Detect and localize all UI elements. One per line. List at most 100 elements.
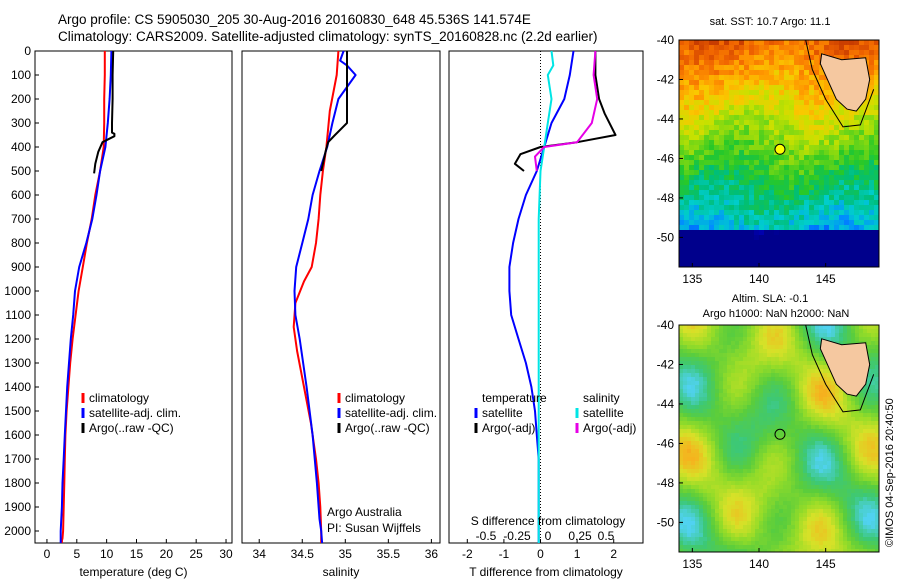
depth-label: 1100 — [5, 308, 31, 322]
diff-sal-legend-label: satellite — [583, 406, 624, 420]
credit-label: ©IMOS 04-Sep-2016 20:40:50 — [884, 398, 896, 547]
difference-series-2 — [537, 50, 555, 543]
depth-label: 1200 — [4, 332, 31, 346]
salinity-xlabel: salinity — [323, 565, 360, 579]
sst_map-ytick-label: -50 — [657, 230, 675, 244]
sst_map-frame — [678, 39, 880, 268]
sla_map-xtick-label: 135 — [682, 557, 702, 571]
depth-label: 800 — [11, 236, 31, 250]
salinity-legend-label: climatology — [345, 391, 405, 405]
temperature-legend-label: climatology — [89, 391, 149, 405]
salinity-legend-label: Argo(..raw -QC) — [345, 421, 430, 435]
temperature-xtick-label: 15 — [130, 547, 144, 561]
header-line-1: Argo profile: CS 5905030_205 30-Aug-2016… — [58, 12, 531, 27]
sla_map-ytick-label: -44 — [657, 397, 675, 411]
sst_map-raster — [679, 40, 879, 267]
salinity-series-1 — [293, 50, 357, 544]
sla_map-xtick-label: 140 — [749, 557, 769, 571]
difference-xtick-label: 1 — [574, 547, 581, 561]
temperature-frame — [34, 50, 233, 544]
sst_map-ytick-label: -48 — [657, 191, 675, 205]
sst_map-ytick-label: -46 — [657, 151, 675, 165]
temperature-xtick-label: 0 — [44, 547, 51, 561]
sst_map-land — [819, 53, 871, 112]
difference-top-label: S difference from climatology — [471, 514, 626, 528]
salinity-diff-tick-label: -0.5 — [476, 529, 497, 543]
salinity-xtick-label: 36 — [425, 547, 439, 561]
sla_map-ytick-label: -50 — [657, 515, 675, 529]
sst_map-ytick-label: -40 — [657, 33, 675, 47]
temperature-xtick-label: 10 — [100, 547, 114, 561]
difference-frame — [448, 50, 644, 544]
annotation-argo-australia: Argo Australia — [327, 505, 402, 519]
sst_map-xtick-label: 140 — [749, 272, 769, 286]
sla_map-ytick-label: -46 — [657, 436, 675, 450]
sla_map-ytick-label: -40 — [657, 318, 675, 332]
sst-map-title: sat. SST: 10.7 Argo: 11.1 — [710, 16, 831, 28]
depth-label: 100 — [11, 68, 31, 82]
sla_map-frame — [678, 324, 880, 553]
salinity-diff-tick-label: 0 — [545, 529, 552, 543]
salinity-xtick-label: 35.5 — [377, 547, 401, 561]
legend-group-temperature: temperature — [482, 391, 547, 405]
temperature-legend-label: satellite-adj. clim. — [89, 406, 181, 420]
salinity-series-2 — [320, 51, 348, 172]
sla_map-ytick-label: -42 — [657, 357, 675, 371]
annotation-pi: PI: Susan Wijffels — [327, 521, 421, 535]
depth-label: 200 — [11, 92, 31, 106]
difference-xtick-label: 0 — [537, 547, 544, 561]
sla_map-ytick-label: -48 — [657, 476, 675, 490]
diff-temp-legend-label: satellite — [482, 406, 523, 420]
temperature-xtick-label: 5 — [73, 547, 80, 561]
salinity-diff-tick-label: -0.25 — [503, 529, 531, 543]
sla-map-title: Altim. SLA: -0.1 — [732, 293, 808, 305]
sst_map-argo-marker — [774, 143, 786, 155]
sst_map-ytick-label: -42 — [657, 72, 675, 86]
difference-series-1 — [513, 51, 617, 172]
header-line-2: Climatology: CARS2009. Satellite-adjuste… — [58, 29, 598, 44]
sst_map-ytick-label: -44 — [657, 112, 675, 126]
temperature-series-0 — [60, 51, 106, 543]
depth-label: 1400 — [4, 380, 31, 394]
difference-xtick-label: -1 — [499, 547, 510, 561]
depth-label: 1500 — [4, 404, 31, 418]
depth-label: 1900 — [4, 500, 31, 514]
diff-temp-legend-label: Argo(-adj) — [482, 421, 535, 435]
depth-label: 300 — [11, 116, 31, 130]
difference-series-0 — [508, 50, 575, 543]
difference-xlabel: T difference from climatology — [469, 565, 623, 579]
depth-label: 600 — [11, 188, 31, 202]
salinity-legend-label: satellite-adj. clim. — [345, 406, 437, 420]
depth-label: 2000 — [4, 524, 31, 538]
sst_map-contour — [805, 40, 875, 128]
salinity-xtick-label: 35 — [339, 547, 353, 561]
depth-label: 900 — [11, 260, 31, 274]
sla-map-subtitle: Argo h1000: NaN h2000: NaN — [703, 308, 850, 320]
temperature-xlabel: temperature (deg C) — [79, 565, 187, 579]
temperature-series-1 — [59, 50, 113, 543]
sla_map-land — [819, 338, 871, 397]
sla_map-raster — [679, 325, 879, 552]
difference-xtick-label: -2 — [462, 547, 473, 561]
depth-label: 400 — [11, 140, 31, 154]
salinity-xtick-label: 34 — [253, 547, 267, 561]
temperature-series-2 — [93, 50, 116, 174]
salinity-diff-tick-label: 0.25 — [568, 529, 592, 543]
sla_map-argo-marker — [774, 428, 786, 440]
depth-label: 1600 — [4, 428, 31, 442]
depth-label: 0 — [24, 44, 31, 58]
diff-sal-legend-label: Argo(-adj) — [583, 421, 636, 435]
sla_map-contour — [805, 325, 875, 413]
depth-label: 1800 — [4, 476, 31, 490]
legend-group-salinity: salinity — [583, 391, 620, 405]
salinity-diff-tick-label: 0.5 — [598, 529, 615, 543]
depth-label: 500 — [11, 164, 31, 178]
salinity-xtick-label: 34.5 — [291, 547, 315, 561]
temperature-legend-label: Argo(..raw -QC) — [89, 421, 174, 435]
sst_map-xtick-label: 135 — [682, 272, 702, 286]
salinity-frame — [241, 50, 441, 544]
sst_map-xtick-label: 145 — [816, 272, 836, 286]
sla_map-xtick-label: 145 — [816, 557, 836, 571]
depth-label: 700 — [11, 212, 31, 226]
